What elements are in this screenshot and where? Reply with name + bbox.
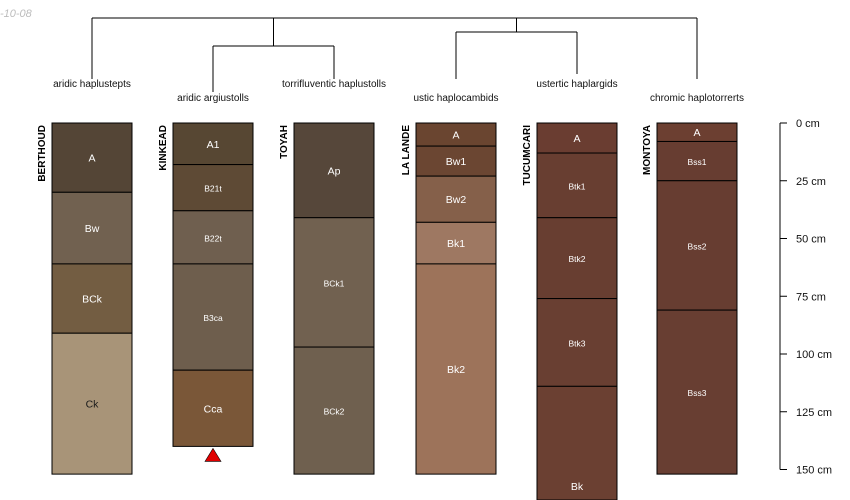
horizon-bss2: [656, 180, 738, 311]
horizon-ck: [51, 332, 133, 475]
horizon-label: BCk2: [324, 407, 345, 417]
horizon-bk2: [415, 263, 497, 475]
horizon-bw1: [415, 145, 497, 177]
taxon-label: ustic haplocambids: [413, 93, 498, 104]
taxon-label: aridic haplustepts: [53, 79, 131, 90]
profile-columns: A Bw BCk Ck BERTHOUD A1 B21t B22t B3ca Cca KINKEAD…: [37, 122, 738, 500]
horizon-label: Bk1: [447, 238, 465, 250]
horizon-label: A: [452, 130, 459, 142]
profile-tucumcari: A Btk1 Btk2 Btk3 Bk TUCUMCARI: [522, 122, 618, 500]
horizon-ap: [293, 122, 375, 219]
horizon-label: A: [88, 153, 95, 165]
depth-tick-label: 50 cm: [796, 234, 826, 246]
horizon-bck2: [293, 346, 375, 475]
depth-tick-label: 0 cm: [796, 118, 820, 130]
horizon-btk2: [536, 217, 618, 300]
depth-tick-label: 75 cm: [796, 291, 826, 303]
horizon-label: B21t: [204, 184, 222, 194]
horizon-a: [51, 122, 133, 193]
taxon-label: ustertic haplargids: [536, 79, 617, 90]
horizon-bk1: [415, 221, 497, 265]
horizon-bw2: [415, 175, 497, 223]
profile-name: LA LANDE: [401, 125, 412, 176]
horizon-b22t: [172, 210, 254, 265]
horizon-label: BCk1: [324, 278, 345, 288]
profile-name: MONTOYA: [642, 125, 653, 175]
profile-kinkead: A1 B21t B22t B3ca Cca KINKEAD: [158, 122, 254, 462]
depth-axis: 0 cm 25 cm 50 cm 75 cm 100 cm 125 cm 150 cm: [779, 118, 832, 477]
horizon-label: Ap: [328, 165, 341, 177]
bedrock-marker-icon: [204, 447, 222, 462]
horizon-label: Btk2: [568, 254, 585, 264]
horizon-label: Btk3: [568, 338, 585, 348]
date-stamp: -10-08: [0, 8, 32, 20]
horizon-bck: [51, 263, 133, 334]
horizon-label: Bss1: [688, 157, 707, 167]
horizon-bw: [51, 191, 133, 265]
horizon-label: B3ca: [203, 313, 223, 323]
horizon-label: B22t: [204, 233, 222, 243]
horizon-bss1: [656, 140, 738, 182]
horizon-a: [536, 122, 618, 154]
depth-tick-label: 150 cm: [796, 465, 832, 477]
horizon-label: Bss2: [688, 241, 707, 251]
taxon-label: chromic haplotorrerts: [650, 93, 744, 104]
horizon-label: Ck: [86, 399, 100, 411]
taxon-labels: aridic haplustepts aridic argiustolls torr…: [53, 79, 744, 104]
horizon-label: A1: [207, 139, 220, 151]
profile-berthoud: A Bw BCk Ck BERTHOUD: [37, 122, 133, 475]
profile-montoya: A Bss1 Bss2 Bss3 MONTOYA: [642, 122, 738, 475]
profile-name: TOYAH: [279, 125, 290, 159]
horizon-label: BCk: [82, 294, 103, 306]
profile-toyah: Ap BCk1 BCk2 TOYAH: [279, 122, 375, 475]
horizon-label: A: [693, 127, 700, 139]
horizon-label: Cca: [204, 403, 223, 415]
taxon-label: torrifluventic haplustolls: [282, 79, 386, 90]
taxon-label: aridic argiustolls: [177, 93, 249, 104]
horizon-label: Bk: [571, 481, 584, 493]
horizon-label: Bw2: [446, 194, 467, 206]
horizon-label: Bss3: [688, 388, 707, 398]
horizon-label: Btk1: [568, 181, 585, 191]
horizon-b21t: [172, 164, 254, 212]
horizon-b3ca: [172, 263, 254, 371]
profile-name: TUCUMCARI: [522, 125, 533, 186]
profile-name: KINKEAD: [158, 125, 169, 171]
dendrogram: [91, 17, 698, 92]
profile-name: BERTHOUD: [37, 125, 48, 182]
depth-tick-label: 25 cm: [796, 176, 826, 188]
horizon-label: Bw: [85, 223, 100, 235]
horizon-bss3: [656, 309, 738, 475]
horizon-a1: [172, 122, 254, 166]
horizon-bk: [536, 385, 618, 500]
horizon-cca: [172, 369, 254, 447]
horizon-label: Bw1: [446, 156, 467, 168]
horizon-label: A: [573, 133, 580, 145]
depth-tick-label: 100 cm: [796, 349, 832, 361]
horizon-btk3: [536, 298, 618, 387]
depth-tick-label: 125 cm: [796, 407, 832, 419]
horizon-label: Bk2: [447, 364, 465, 376]
profile-la-lande: A Bw1 Bw2 Bk1 Bk2 LA LANDE: [401, 122, 497, 475]
horizon-btk1: [536, 152, 618, 219]
